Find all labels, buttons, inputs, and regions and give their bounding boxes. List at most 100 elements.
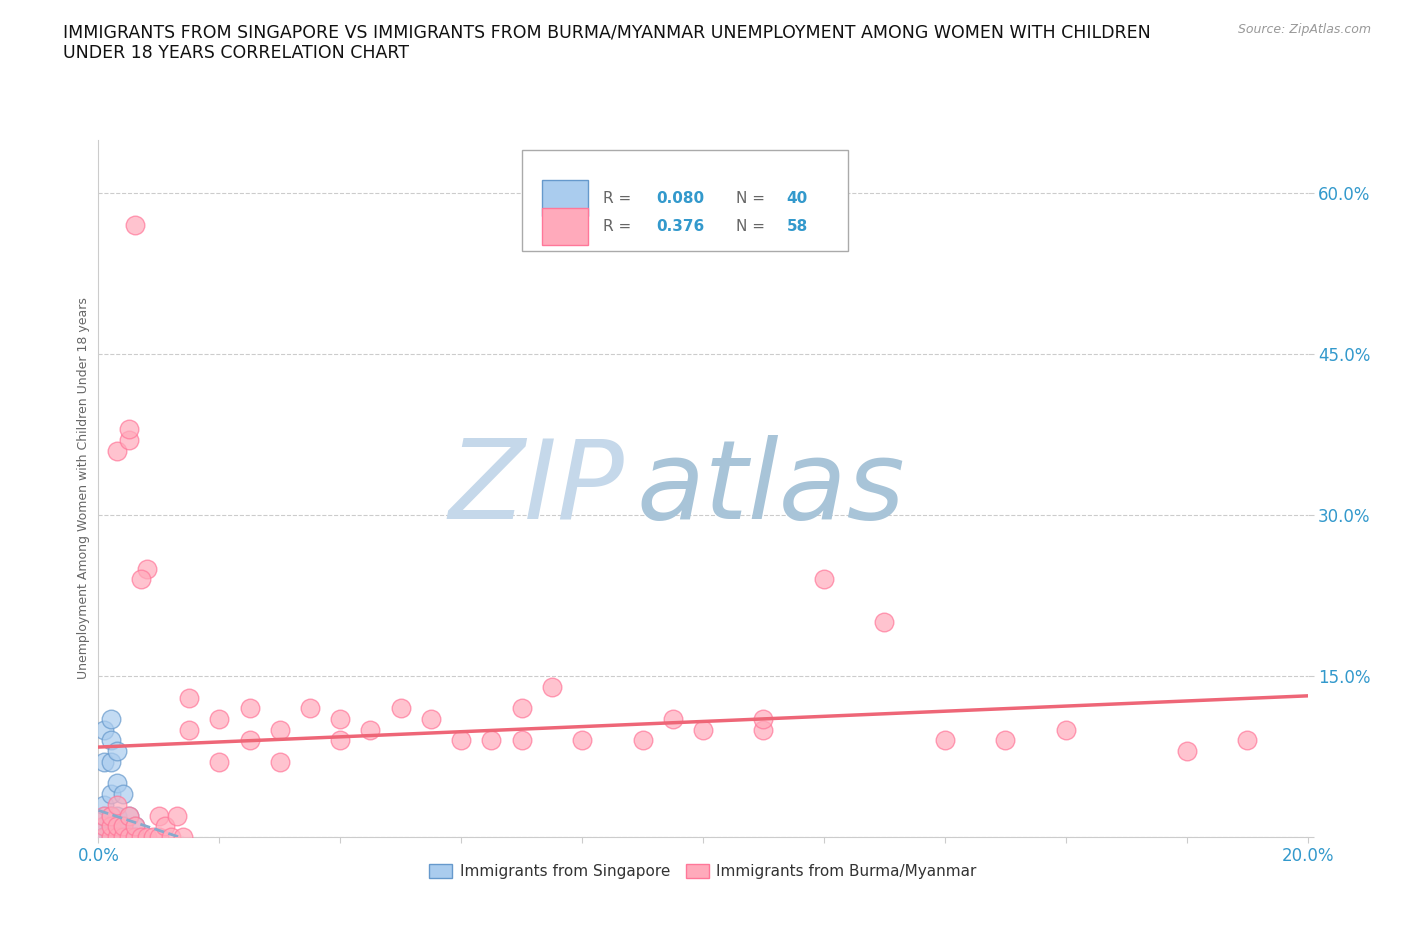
Point — [111, 830, 134, 844]
Point — [510, 701, 533, 716]
Point — [100, 808, 122, 823]
Point — [179, 723, 201, 737]
Text: 0.376: 0.376 — [655, 219, 704, 234]
Point — [752, 723, 775, 737]
Point — [100, 830, 122, 844]
Point — [100, 830, 122, 844]
Point — [142, 830, 165, 844]
Point — [172, 830, 194, 844]
Point — [105, 776, 128, 790]
Point — [269, 754, 291, 769]
Text: ZIP: ZIP — [449, 434, 624, 542]
Point — [631, 733, 654, 748]
Point — [100, 733, 122, 748]
Point — [93, 830, 115, 844]
Text: 0.080: 0.080 — [655, 191, 704, 206]
Point — [571, 733, 593, 748]
Point — [100, 830, 122, 844]
Point — [269, 723, 291, 737]
Point — [873, 615, 896, 630]
Point — [118, 830, 141, 844]
Point — [100, 754, 122, 769]
Point — [93, 808, 115, 823]
Point — [934, 733, 956, 748]
FancyBboxPatch shape — [543, 180, 588, 217]
Point — [93, 830, 115, 844]
Point — [100, 830, 122, 844]
Point — [100, 711, 122, 726]
Point — [124, 818, 146, 833]
Point — [239, 701, 262, 716]
Point — [93, 818, 115, 833]
Point — [93, 830, 115, 844]
Text: 58: 58 — [786, 219, 807, 234]
Point — [148, 830, 170, 844]
Text: 40: 40 — [786, 191, 807, 206]
Point — [100, 830, 122, 844]
Point — [160, 830, 183, 844]
Point — [994, 733, 1017, 748]
Point — [481, 733, 503, 748]
Point — [179, 690, 201, 705]
Point — [118, 422, 141, 437]
Point — [752, 711, 775, 726]
Point — [389, 701, 412, 716]
Point — [1236, 733, 1258, 748]
Point — [135, 830, 157, 844]
Point — [124, 830, 146, 844]
Point — [93, 797, 115, 812]
Point — [93, 830, 115, 844]
Point — [100, 830, 122, 844]
Point — [111, 787, 134, 802]
Point — [93, 754, 115, 769]
Point — [100, 818, 122, 833]
Point — [100, 808, 122, 823]
Point — [105, 744, 128, 759]
Point — [93, 830, 115, 844]
Y-axis label: Unemployment Among Women with Children Under 18 years: Unemployment Among Women with Children U… — [77, 298, 90, 679]
Point — [111, 818, 134, 833]
Point — [93, 808, 115, 823]
Point — [100, 818, 122, 833]
Point — [135, 562, 157, 577]
Point — [111, 830, 134, 844]
Point — [1054, 723, 1077, 737]
Point — [329, 711, 352, 726]
FancyBboxPatch shape — [522, 150, 848, 251]
Point — [124, 218, 146, 232]
Point — [299, 701, 322, 716]
Point — [208, 711, 231, 726]
Point — [105, 797, 128, 812]
Point — [118, 830, 141, 844]
Point — [105, 830, 128, 844]
Point — [93, 830, 115, 844]
Point — [124, 818, 146, 833]
Text: Source: ZipAtlas.com: Source: ZipAtlas.com — [1237, 23, 1371, 36]
Point — [93, 723, 115, 737]
Point — [118, 808, 141, 823]
Text: N =: N = — [735, 219, 769, 234]
Point — [105, 830, 128, 844]
Point — [129, 572, 152, 587]
Point — [239, 733, 262, 748]
Point — [105, 808, 128, 823]
Point — [118, 432, 141, 447]
Text: R =: R = — [603, 219, 636, 234]
Point — [105, 818, 128, 833]
Point — [153, 818, 176, 833]
Point — [93, 830, 115, 844]
Point — [208, 754, 231, 769]
Text: IMMIGRANTS FROM SINGAPORE VS IMMIGRANTS FROM BURMA/MYANMAR UNEMPLOYMENT AMONG WO: IMMIGRANTS FROM SINGAPORE VS IMMIGRANTS … — [63, 23, 1152, 62]
Point — [111, 818, 134, 833]
Point — [105, 818, 128, 833]
Legend: Immigrants from Singapore, Immigrants from Burma/Myanmar: Immigrants from Singapore, Immigrants fr… — [423, 857, 983, 885]
Point — [105, 444, 128, 458]
Point — [105, 830, 128, 844]
Point — [420, 711, 443, 726]
Point — [360, 723, 382, 737]
Point — [93, 818, 115, 833]
Point — [510, 733, 533, 748]
Point — [100, 830, 122, 844]
Text: R =: R = — [603, 191, 636, 206]
Point — [450, 733, 472, 748]
